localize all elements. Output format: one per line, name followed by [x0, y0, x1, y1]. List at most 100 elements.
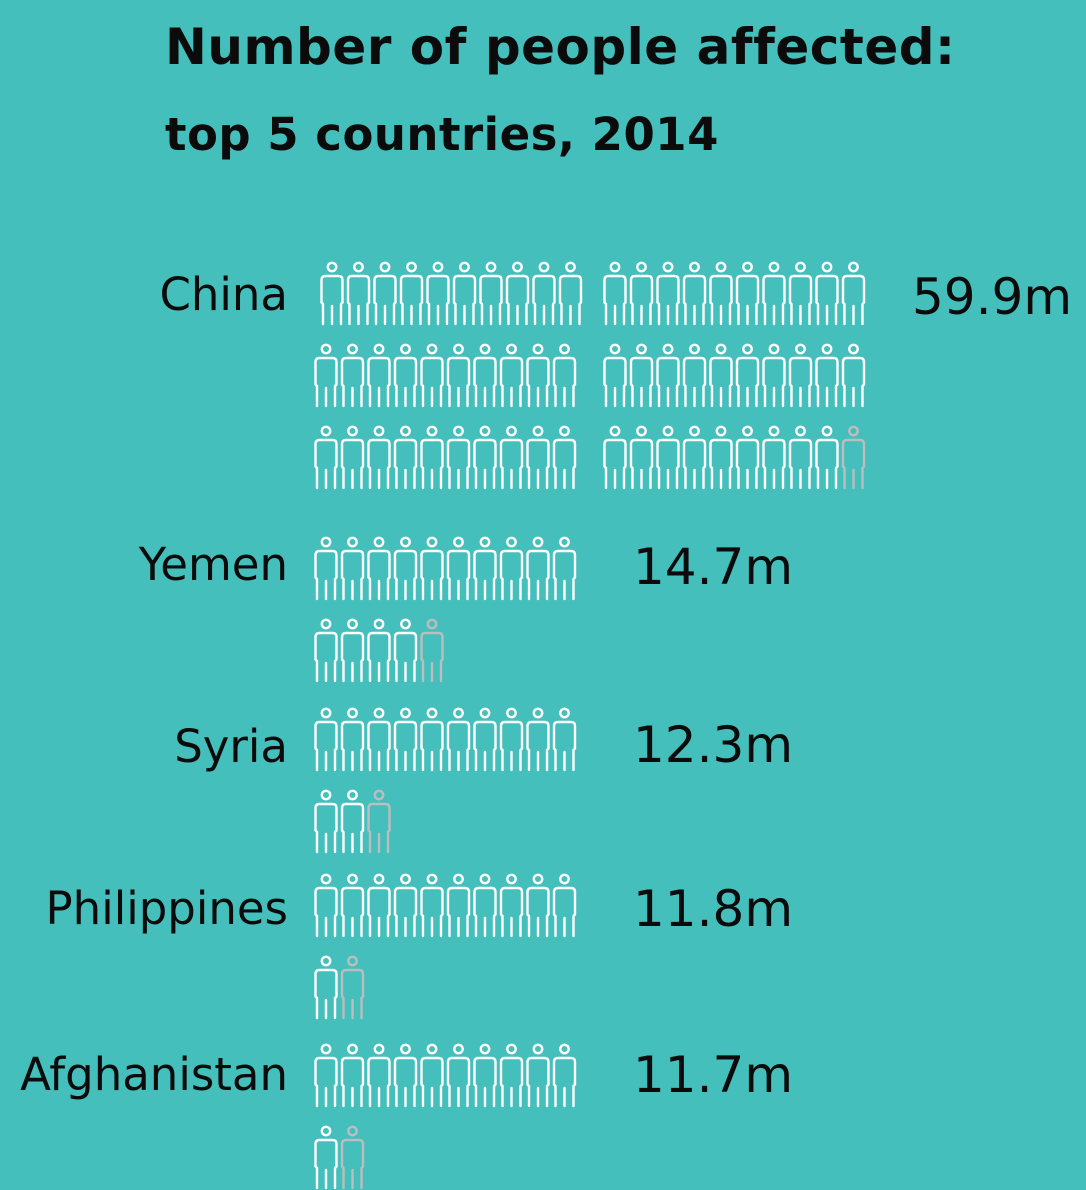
person-icon-china	[367, 425, 391, 490]
person-icon-afghanistan	[420, 1043, 444, 1108]
person-icon-afghanistan	[473, 1043, 497, 1108]
person-icon-china	[552, 343, 577, 408]
person-icon-yemen	[393, 618, 418, 683]
person-icon-china	[709, 261, 733, 326]
person-icon-china	[499, 343, 524, 408]
person-icon-china	[629, 343, 654, 408]
person-icon-china	[446, 425, 471, 490]
person-icon-syria	[314, 707, 338, 772]
person-icon-partial-china	[841, 425, 866, 490]
person-icon-china	[505, 261, 530, 326]
person-icon-china	[367, 343, 391, 408]
person-icon-china	[682, 343, 707, 408]
person-icon-yemen	[314, 536, 338, 601]
person-icon-china	[762, 261, 786, 326]
person-icon-china	[735, 261, 760, 326]
person-icon-afghanistan	[499, 1043, 524, 1108]
person-icon-china	[762, 343, 786, 408]
person-icon-china	[526, 343, 550, 408]
person-icon-afghanistan	[393, 1043, 418, 1108]
person-icon-yemen	[552, 536, 577, 601]
chart-subtitle: top 5 countries, 2014	[165, 108, 719, 161]
person-icon-philippines	[473, 873, 497, 938]
country-label-china: China	[159, 268, 288, 321]
person-icon-philippines	[499, 873, 524, 938]
person-icon-china	[656, 261, 680, 326]
person-icon-partial-syria	[367, 789, 391, 854]
person-icon-china	[735, 343, 760, 408]
person-icon-afghanistan	[340, 1043, 365, 1108]
person-icon-china	[735, 425, 760, 490]
person-icon-china	[346, 261, 371, 326]
person-icon-china	[629, 425, 654, 490]
person-icon-yemen	[367, 618, 391, 683]
person-icon-china	[426, 261, 450, 326]
person-icon-china	[788, 343, 813, 408]
person-icon-syria	[526, 707, 550, 772]
chart-title: Number of people affected:	[165, 18, 956, 76]
person-icon-syria	[340, 789, 365, 854]
person-icon-china	[682, 425, 707, 490]
value-label-philippines: 11.8m	[633, 880, 794, 938]
person-icon-syria	[473, 707, 497, 772]
person-icon-china	[788, 425, 813, 490]
person-icon-china	[788, 261, 813, 326]
person-icon-syria	[393, 707, 418, 772]
person-icon-china	[603, 343, 627, 408]
person-icon-china	[420, 425, 444, 490]
person-icon-china	[841, 343, 866, 408]
person-icon-philippines	[340, 873, 365, 938]
person-icon-china	[473, 425, 497, 490]
person-icon-partial-afghanistan	[340, 1125, 365, 1190]
person-icon-yemen	[393, 536, 418, 601]
country-label-yemen: Yemen	[138, 538, 288, 591]
person-icon-china	[314, 343, 338, 408]
person-icon-syria	[314, 789, 338, 854]
person-icon-china	[552, 425, 577, 490]
person-icon-china	[841, 261, 866, 326]
person-icon-philippines	[393, 873, 418, 938]
value-label-yemen: 14.7m	[633, 538, 794, 596]
country-label-afghanistan: Afghanistan	[20, 1048, 288, 1101]
person-icon-china	[473, 343, 497, 408]
person-icon-yemen	[499, 536, 524, 601]
person-icon-china	[815, 343, 839, 408]
person-icon-syria	[420, 707, 444, 772]
person-icon-china	[709, 425, 733, 490]
person-icon-china	[762, 425, 786, 490]
person-icon-yemen	[340, 536, 365, 601]
person-icon-china	[446, 343, 471, 408]
person-icon-china	[499, 425, 524, 490]
person-icon-china	[656, 425, 680, 490]
person-icon-yemen	[367, 536, 391, 601]
value-label-afghanistan: 11.7m	[633, 1046, 794, 1104]
person-icon-china	[532, 261, 556, 326]
person-icon-afghanistan	[314, 1043, 338, 1108]
person-icon-china	[558, 261, 583, 326]
person-icon-yemen	[314, 618, 338, 683]
person-icon-china	[629, 261, 654, 326]
person-icon-philippines	[446, 873, 471, 938]
country-label-syria: Syria	[174, 720, 288, 773]
person-icon-china	[479, 261, 503, 326]
person-icon-syria	[367, 707, 391, 772]
person-icon-philippines	[526, 873, 550, 938]
person-icon-china	[815, 261, 839, 326]
person-icon-china	[815, 425, 839, 490]
person-icon-china	[603, 425, 627, 490]
person-icon-philippines	[314, 955, 338, 1020]
person-icon-yemen	[340, 618, 365, 683]
person-icon-philippines	[367, 873, 391, 938]
person-icon-syria	[446, 707, 471, 772]
person-icon-afghanistan	[314, 1125, 338, 1190]
person-icon-china	[452, 261, 477, 326]
person-icon-china	[314, 425, 338, 490]
person-icon-yemen	[526, 536, 550, 601]
person-icon-yemen	[446, 536, 471, 601]
person-icon-china	[340, 343, 365, 408]
person-icon-syria	[552, 707, 577, 772]
person-icon-china	[320, 261, 344, 326]
person-icon-philippines	[420, 873, 444, 938]
person-icon-syria	[340, 707, 365, 772]
